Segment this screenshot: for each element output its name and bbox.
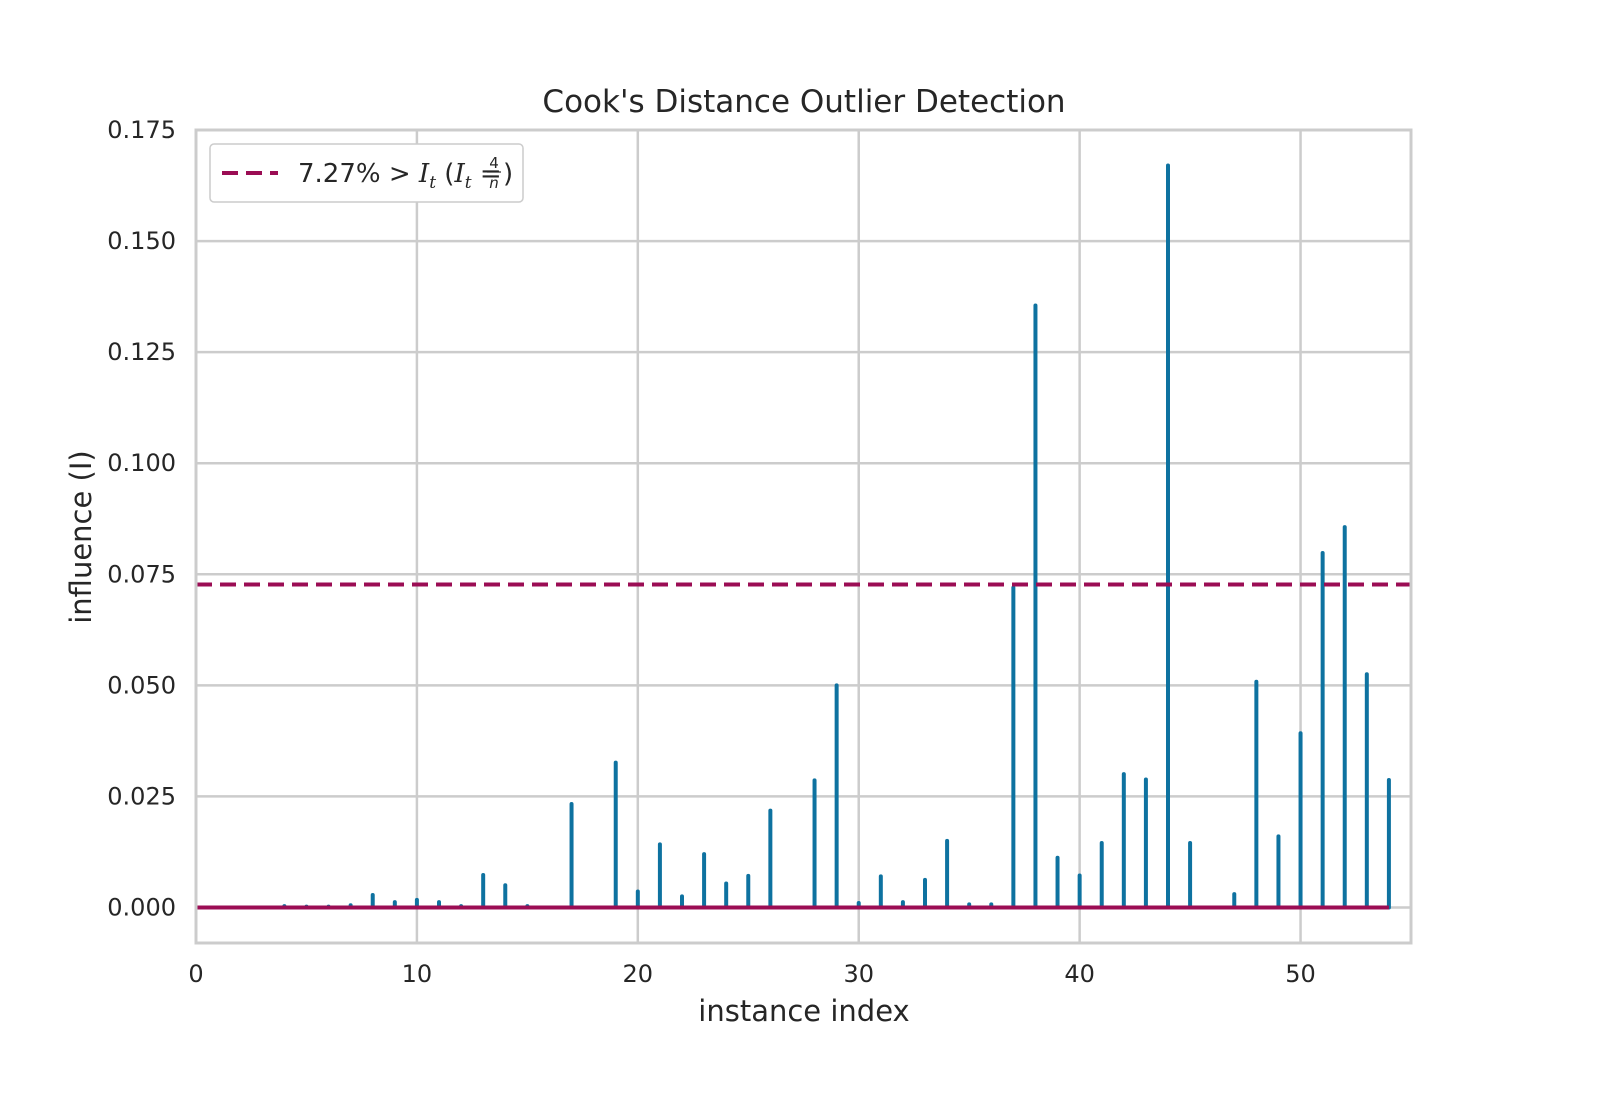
legend-box [209,143,524,203]
y-tick-label: 0.125 [107,338,176,366]
y-tick-label: 0.025 [107,782,176,810]
y-tick-label: 0.100 [107,449,176,477]
y-axis-label: influence (I) [64,450,98,624]
legend: 7.27% > It (It = 4 n ) [209,143,524,203]
y-tick-labels: 0.000 0.025 0.050 0.075 0.100 0.125 0.150 0.175 [107,116,176,921]
legend-subscript-2: t [465,173,472,193]
legend-label: 7.27% > It (It = [298,159,502,193]
legend-symbol-2: I [453,159,465,189]
legend-close-paren: ) [503,159,513,189]
legend-symbol: I [418,159,430,189]
x-tick-label: 10 [402,960,433,988]
chart-title: Cook's Distance Outlier Detection [542,84,1065,120]
x-tick-label: 40 [1064,960,1095,988]
x-tick-label: 30 [843,960,874,988]
x-tick-label: 50 [1285,960,1316,988]
legend-open-paren: ( [436,159,454,189]
y-tick-label: 0.000 [107,893,176,921]
x-tick-labels: 0 10 20 30 40 50 [188,960,1315,988]
y-tick-label: 0.075 [107,560,176,588]
y-tick-label: 0.175 [107,116,176,144]
legend-subscript: t [429,173,436,193]
y-tick-label: 0.050 [107,671,176,699]
x-axis-label: instance index [698,994,909,1028]
plot-frame [194,128,1413,945]
x-tick-label: 0 [188,960,203,988]
x-tick-label: 20 [623,960,654,988]
legend-fraction-numerator: 4 [489,154,499,172]
legend-equals: = [472,159,502,189]
legend-prefix: 7.27% > [298,159,419,189]
plot-background [196,130,1411,943]
y-tick-label: 0.150 [107,227,176,255]
legend-fraction-denominator: n [489,174,499,192]
